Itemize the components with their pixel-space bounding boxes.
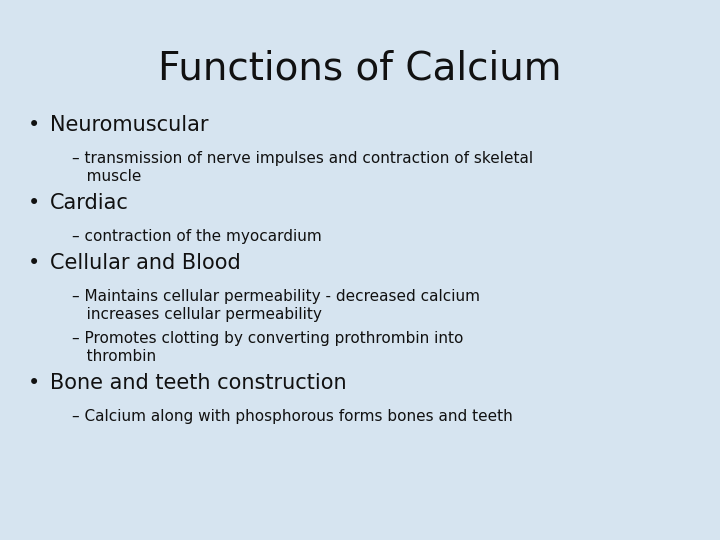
- Text: •: •: [28, 193, 40, 213]
- Text: increases cellular permeability: increases cellular permeability: [72, 307, 322, 322]
- Text: thrombin: thrombin: [72, 349, 156, 364]
- Text: – Maintains cellular permeability - decreased calcium: – Maintains cellular permeability - decr…: [72, 289, 480, 304]
- Text: – transmission of nerve impulses and contraction of skeletal: – transmission of nerve impulses and con…: [72, 151, 533, 166]
- Text: – contraction of the myocardium: – contraction of the myocardium: [72, 229, 322, 244]
- Text: Neuromuscular: Neuromuscular: [50, 115, 209, 135]
- Text: •: •: [28, 115, 40, 135]
- Text: muscle: muscle: [72, 169, 141, 184]
- Text: Cellular and Blood: Cellular and Blood: [50, 253, 240, 273]
- Text: Functions of Calcium: Functions of Calcium: [158, 50, 562, 88]
- Text: Bone and teeth construction: Bone and teeth construction: [50, 373, 346, 393]
- Text: Cardiac: Cardiac: [50, 193, 129, 213]
- Text: •: •: [28, 253, 40, 273]
- Text: – Promotes clotting by converting prothrombin into: – Promotes clotting by converting prothr…: [72, 331, 464, 346]
- Text: – Calcium along with phosphorous forms bones and teeth: – Calcium along with phosphorous forms b…: [72, 409, 513, 424]
- Text: •: •: [28, 373, 40, 393]
